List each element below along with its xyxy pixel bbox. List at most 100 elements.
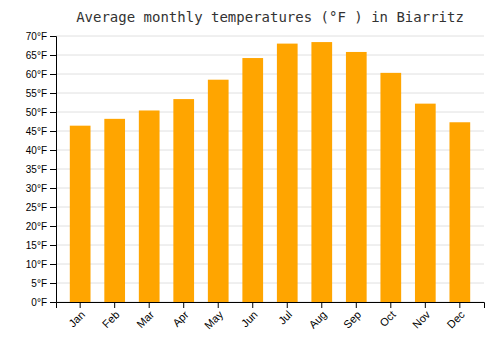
title: Average monthly temperatures (°F ) in Bi… [76,9,464,25]
y-tick: 30°F [26,183,56,194]
x-tick-label: Jul [276,308,294,326]
y-tick-label: 65°F [26,50,47,61]
y-tick: 15°F [26,240,56,251]
y-axis-line [50,37,57,303]
x-tick-mark [149,302,150,308]
x-tick: Feb [100,302,122,330]
y-tick: 0°F [31,297,56,308]
y-tick-label: 5°F [31,278,47,289]
x-tick-mark [459,302,460,308]
y-tick: 70°F [26,31,56,42]
y-tick-mark [50,169,56,170]
x-tick: Apr [170,302,191,329]
x-tick-mark [321,302,322,308]
grid [56,36,484,302]
y-tick-mark [50,112,56,113]
bar [208,80,229,302]
x-tick-mark [183,302,184,308]
bar [415,104,436,302]
x-tick-label: Feb [100,308,122,330]
y-tick-mark [50,207,56,208]
x-tick: May [202,302,226,331]
chart: Jan Feb Mar Apr May Jun Jul Aug Sep Oct Nov Dec 0°F 5… [0,0,500,350]
grid-line [56,93,484,94]
y-tick-label: 15°F [26,240,47,251]
x-tick-label: Nov [410,308,433,331]
y-tick-mark [50,55,56,56]
x-tick: Aug [306,302,328,331]
x-tick-mark [252,302,253,308]
x-tick-label: May [202,308,226,332]
x-tick: Sep [341,302,363,331]
x-tick-label: Jun [239,308,260,329]
bar [380,73,401,302]
x-tick-label: Sep [341,308,363,330]
y-tick-label: 25°F [26,202,47,213]
grid-line [56,55,484,56]
y-tick-mark [50,150,56,151]
y-tick-mark [50,245,56,246]
x-tick-mark [356,302,357,308]
y-tick-label: 20°F [26,221,47,232]
bar [449,122,470,302]
x-tick-label: Apr [170,308,191,329]
y-tick-mark [50,36,56,37]
y-axis: 0°F 5°F 10°F 15°F 20°F 25°F 30°F 35°F 40°F 45°F 50… [26,31,57,308]
x-tick: Oct [377,302,398,329]
y-tick: 50°F [26,107,56,118]
x-tick-mark [425,302,426,308]
y-tick-mark [50,93,56,94]
y-tick: 40°F [26,145,56,156]
y-tick-mark [50,283,56,284]
bar [242,58,263,302]
y-tick: 5°F [31,278,56,289]
y-tick-mark [50,74,56,75]
x-tick: Jan [66,302,87,329]
bar [346,52,367,302]
y-tick-label: 0°F [31,297,47,308]
x-tick: Jun [239,302,260,329]
y-tick-mark [50,226,56,227]
bar [311,42,332,302]
y-tick: 25°F [26,202,56,213]
x-tick-label: Jan [66,308,87,329]
x-tick: Jul [276,302,294,327]
y-tick: 45°F [26,126,56,137]
x-tick-label: Mar [134,308,156,330]
y-tick-label: 70°F [26,31,47,42]
x-tick-mark [287,302,288,308]
y-tick-label: 35°F [26,164,47,175]
y-tick: 65°F [26,50,56,61]
x-tick-mark [114,302,115,308]
y-tick: 35°F [26,164,56,175]
bar [277,44,298,302]
y-tick-mark [50,188,56,189]
y-tick: 20°F [26,221,56,232]
x-tick-mark [80,302,81,308]
y-tick: 60°F [26,69,56,80]
y-tick-label: 10°F [26,259,47,270]
x-tick-mark [390,302,391,308]
x-tick: Mar [134,302,156,330]
bar [104,119,125,302]
bar [139,110,160,302]
x-tick-label: Oct [377,308,398,329]
grid-line [56,74,484,75]
y-tick: 55°F [26,88,56,99]
y-tick-label: 30°F [26,183,47,194]
x-tick-mark [218,302,219,308]
grid-line [56,36,484,37]
y-tick: 10°F [26,259,56,270]
bar [70,126,91,302]
x-tick: Nov [410,302,433,331]
y-tick-label: 50°F [26,107,47,118]
x-axis-line [57,303,485,309]
y-tick-label: 40°F [26,145,47,156]
bar [173,99,194,302]
x-tick-label: Dec [445,308,468,331]
bars [70,42,470,302]
plot: Jan Feb Mar Apr May Jun Jul Aug Sep Oct Nov Dec 0°F 5… [26,31,485,332]
y-tick-mark [50,131,56,132]
x-axis: Jan Feb Mar Apr May Jun Jul Aug Sep Oct Nov Dec [57,302,485,331]
x-tick: Dec [445,302,468,331]
